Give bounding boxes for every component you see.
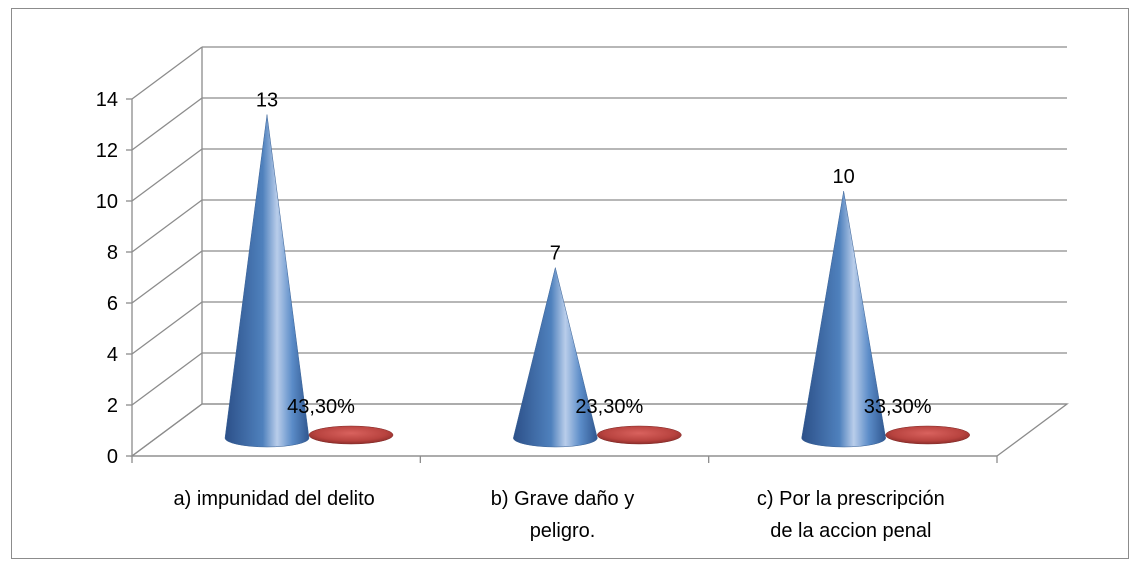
category-label: c) Por la prescripción	[757, 488, 945, 510]
data-label-count: 7	[550, 243, 561, 265]
cone-mark	[513, 267, 598, 448]
gridline-depth	[131, 352, 203, 406]
ellipse-mark	[308, 425, 394, 445]
gridline-depth	[131, 148, 203, 202]
y-tick-label: 0	[107, 446, 118, 468]
y-tick-label: 14	[96, 89, 118, 111]
category-label: peligro.	[530, 520, 596, 542]
cone-mark	[801, 190, 886, 448]
data-label-percent: 43,30%	[287, 396, 355, 418]
data-label-percent: 23,30%	[575, 396, 643, 418]
y-tick-label: 8	[107, 242, 118, 264]
gridline-depth	[131, 97, 203, 151]
y-tick-label: 4	[107, 344, 118, 366]
category-label: b) Grave daño y	[491, 488, 634, 510]
cone-mark	[224, 114, 310, 448]
y-tick-label: 2	[107, 395, 118, 417]
gridline-depth	[131, 46, 203, 100]
data-label-percent: 33,30%	[864, 396, 932, 418]
gridline-depth	[131, 199, 203, 253]
y-tick-label: 12	[96, 140, 118, 162]
y-tick-label: 6	[107, 293, 118, 315]
chart: 0 2 4 6 8 10 12 14 13 43,30% a) impunidad del deli…	[96, 46, 1069, 542]
gridline-depth	[131, 301, 203, 355]
gridlines	[131, 46, 1067, 457]
y-tick-label: 10	[96, 191, 118, 213]
data-label-count: 13	[256, 90, 278, 112]
chart-frame: 0 2 4 6 8 10 12 14 13 43,30% a) impunidad del deli…	[11, 8, 1129, 559]
category-label: de la accion penal	[770, 520, 931, 542]
axes	[126, 47, 1069, 463]
ellipse-mark	[597, 425, 682, 445]
ellipse-mark	[885, 425, 970, 445]
gridline-depth	[131, 250, 203, 304]
category-label: a) impunidad del delito	[174, 488, 375, 510]
labels: 0 2 4 6 8 10 12 14 13 43,30% a) impunidad del deli…	[96, 89, 945, 542]
data-label-count: 10	[833, 166, 855, 188]
data-marks	[224, 114, 970, 448]
